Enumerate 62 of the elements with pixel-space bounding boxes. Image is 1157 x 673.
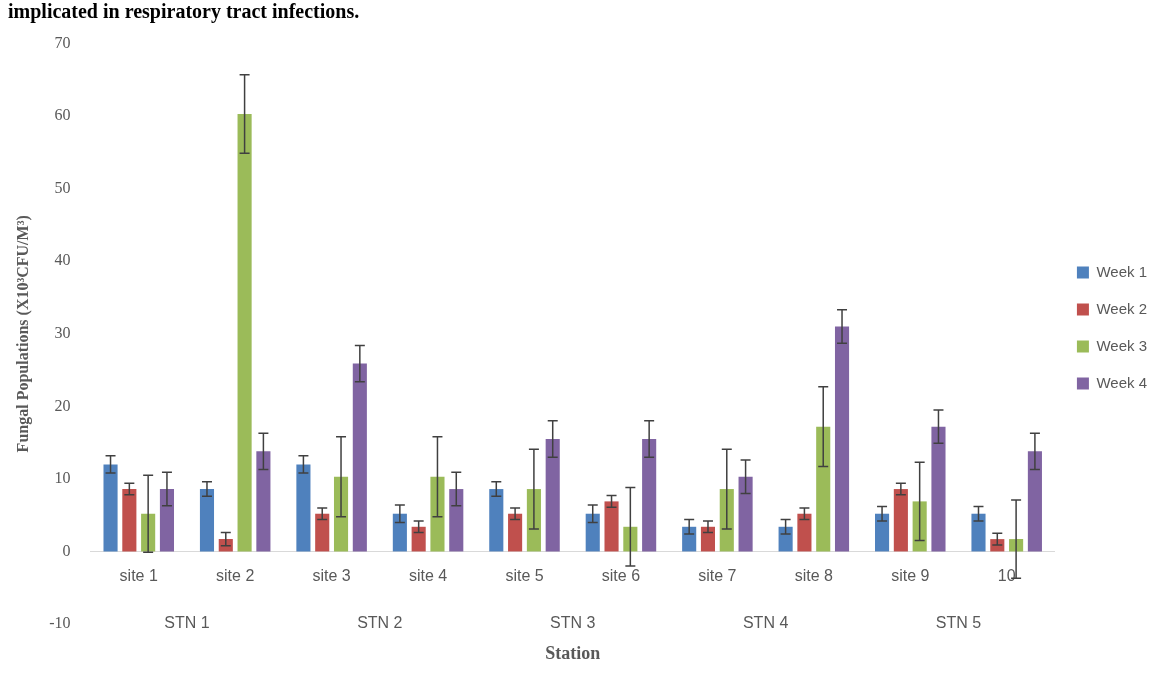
annotation: STN 2 (357, 614, 403, 632)
bar (700, 526, 716, 552)
bar (315, 513, 330, 552)
x-tick-label: site 3 (312, 567, 351, 585)
y-tick-label: 40 (54, 251, 71, 269)
bar (392, 513, 407, 552)
x-tick-label: site 5 (505, 567, 544, 585)
x-tick-label: site 8 (794, 567, 834, 585)
legend-label: Week 3 (1096, 336, 1148, 354)
x-tick-label: site 6 (601, 567, 641, 585)
bar (430, 476, 445, 552)
annotation: STN 5 (935, 614, 982, 632)
bar (159, 489, 175, 552)
bar (834, 326, 850, 552)
legend-label: Week 1 (1096, 262, 1148, 280)
bar (237, 113, 252, 552)
y-tick-label: 30 (54, 324, 71, 341)
bar (797, 513, 812, 552)
bar (449, 489, 464, 552)
x-tick-label: site 4 (408, 567, 448, 585)
bar (585, 513, 600, 552)
bar (738, 476, 753, 552)
text: implicated in respiratory tract infections. (7, 0, 361, 22)
bar (912, 501, 927, 552)
bar (604, 501, 619, 552)
x-tick-label: site 9 (891, 567, 930, 585)
bar (122, 489, 137, 552)
x-tick-label: site 1 (119, 567, 158, 585)
annotation: STN 3 (550, 614, 596, 632)
bar (103, 464, 118, 552)
annotation: STN 1 (164, 614, 210, 632)
bar (296, 464, 311, 552)
bar (352, 363, 367, 552)
y-axis-title: Fungal Populations (X10³CFU/M³) (13, 215, 32, 453)
bar (256, 451, 271, 552)
bar (1027, 451, 1042, 552)
bar (971, 513, 986, 552)
y-tick-label: -10 (49, 614, 71, 632)
annotation: STN 4 (742, 614, 789, 632)
y-tick-label: 60 (54, 106, 71, 124)
y-tick-label: 10 (54, 469, 71, 487)
x-tick-label: site 2 (216, 567, 255, 585)
x-axis-title: Station (545, 642, 601, 663)
bar (489, 489, 504, 552)
bar (545, 439, 560, 552)
bar (893, 489, 908, 552)
x-tick-label: 10 (997, 567, 1016, 585)
y-tick-label: 0 (62, 541, 71, 559)
y-tick-label: 70 (54, 33, 71, 51)
bar (931, 426, 946, 552)
legend-label: Week 2 (1096, 299, 1148, 317)
bar (411, 526, 426, 552)
bar (642, 439, 657, 552)
y-tick-label: 50 (54, 178, 71, 196)
bar (816, 426, 831, 552)
x-tick-label: site 7 (698, 567, 737, 585)
bar (199, 489, 215, 552)
bar (875, 513, 890, 552)
legend-label: Week 4 (1096, 373, 1148, 391)
bar (508, 513, 523, 552)
y-tick-label: 20 (54, 396, 71, 414)
bar (623, 526, 638, 552)
